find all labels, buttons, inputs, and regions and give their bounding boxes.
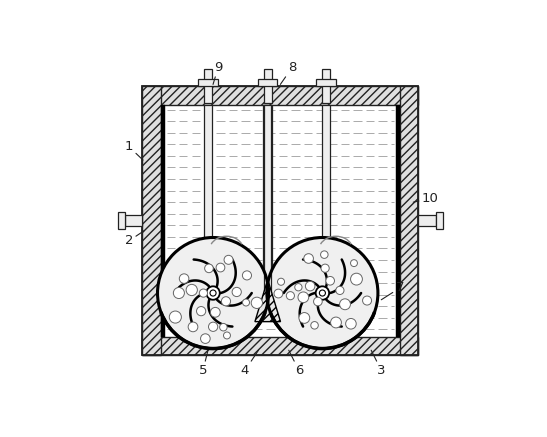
Circle shape: [321, 264, 329, 272]
Bar: [316, 79, 335, 86]
Circle shape: [210, 290, 216, 296]
Circle shape: [196, 306, 206, 316]
Circle shape: [222, 297, 230, 306]
Bar: [400, 86, 418, 355]
Circle shape: [351, 260, 357, 267]
Text: 2: 2: [125, 231, 144, 247]
Text: 6: 6: [289, 350, 303, 377]
Bar: [142, 337, 418, 355]
Bar: [142, 86, 418, 355]
Polygon shape: [255, 280, 281, 322]
Circle shape: [201, 334, 210, 343]
Circle shape: [298, 292, 309, 303]
Bar: [204, 69, 212, 103]
Circle shape: [363, 296, 371, 305]
Circle shape: [346, 319, 356, 329]
Circle shape: [158, 238, 269, 349]
Text: 8: 8: [280, 61, 296, 84]
Circle shape: [186, 284, 197, 295]
Circle shape: [316, 286, 329, 300]
Circle shape: [173, 288, 184, 298]
Text: 1: 1: [125, 140, 143, 160]
Circle shape: [188, 322, 198, 332]
Circle shape: [305, 281, 315, 291]
Bar: [161, 104, 400, 337]
Circle shape: [224, 255, 233, 264]
Text: 9: 9: [213, 61, 222, 84]
Bar: [258, 79, 277, 86]
Circle shape: [326, 277, 334, 285]
Text: 5: 5: [199, 350, 208, 377]
Bar: [436, 212, 443, 229]
Bar: [198, 79, 218, 86]
Circle shape: [299, 312, 310, 323]
Text: 4: 4: [241, 350, 259, 377]
Circle shape: [179, 274, 189, 283]
Circle shape: [251, 297, 263, 309]
Circle shape: [170, 311, 182, 323]
Circle shape: [304, 254, 313, 264]
Circle shape: [330, 317, 341, 328]
Bar: [142, 86, 418, 104]
Circle shape: [313, 297, 322, 306]
Bar: [142, 86, 161, 355]
Circle shape: [242, 271, 252, 280]
Circle shape: [206, 286, 220, 300]
Circle shape: [208, 322, 218, 331]
Bar: [118, 212, 125, 229]
Circle shape: [219, 323, 227, 331]
Bar: [264, 69, 272, 103]
Bar: [322, 104, 330, 244]
Bar: [263, 104, 272, 295]
Circle shape: [321, 251, 328, 258]
Circle shape: [277, 278, 284, 285]
Bar: [125, 215, 142, 226]
Circle shape: [336, 286, 344, 295]
Circle shape: [211, 307, 220, 317]
Bar: [204, 104, 212, 244]
Circle shape: [216, 263, 225, 272]
Text: 7: 7: [381, 281, 404, 300]
Circle shape: [340, 299, 351, 310]
Circle shape: [319, 290, 325, 296]
Circle shape: [224, 332, 230, 339]
Circle shape: [295, 284, 302, 291]
Bar: [395, 104, 400, 337]
Circle shape: [351, 273, 363, 285]
Bar: [418, 215, 436, 226]
Circle shape: [274, 289, 283, 298]
Circle shape: [242, 299, 249, 306]
Text: 10: 10: [413, 192, 439, 205]
Circle shape: [311, 322, 318, 329]
Bar: [264, 104, 271, 320]
Circle shape: [267, 238, 378, 349]
Bar: [161, 104, 165, 337]
Circle shape: [286, 291, 294, 300]
Circle shape: [232, 288, 241, 297]
Circle shape: [199, 289, 207, 297]
Circle shape: [205, 264, 213, 273]
Bar: [322, 69, 330, 103]
Text: 3: 3: [371, 350, 386, 377]
